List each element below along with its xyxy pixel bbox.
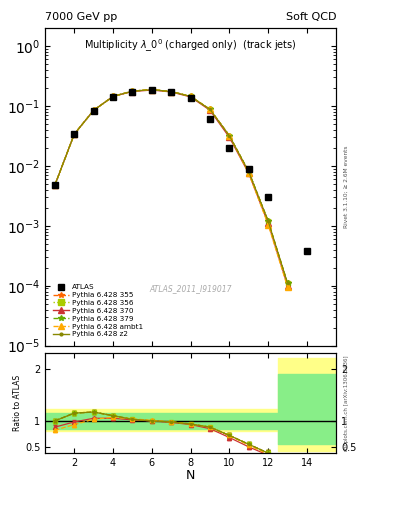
Text: Rivet 3.1.10; ≥ 2.6M events: Rivet 3.1.10; ≥ 2.6M events xyxy=(344,145,349,228)
X-axis label: N: N xyxy=(186,470,195,482)
Text: Multiplicity $\lambda\_0^0$ (charged only)  (track jets): Multiplicity $\lambda\_0^0$ (charged onl… xyxy=(84,38,297,54)
Y-axis label: Ratio to ATLAS: Ratio to ATLAS xyxy=(13,375,22,431)
Text: ATLAS_2011_I919017: ATLAS_2011_I919017 xyxy=(149,284,232,293)
Text: Soft QCD: Soft QCD xyxy=(286,12,336,22)
Legend: ATLAS, Pythia 6.428 355, Pythia 6.428 356, Pythia 6.428 370, Pythia 6.428 379, P: ATLAS, Pythia 6.428 355, Pythia 6.428 35… xyxy=(52,283,145,339)
Text: mcplots.cern.ch [arXiv:1306.3436]: mcplots.cern.ch [arXiv:1306.3436] xyxy=(344,355,349,451)
Text: 7000 GeV pp: 7000 GeV pp xyxy=(45,12,118,22)
